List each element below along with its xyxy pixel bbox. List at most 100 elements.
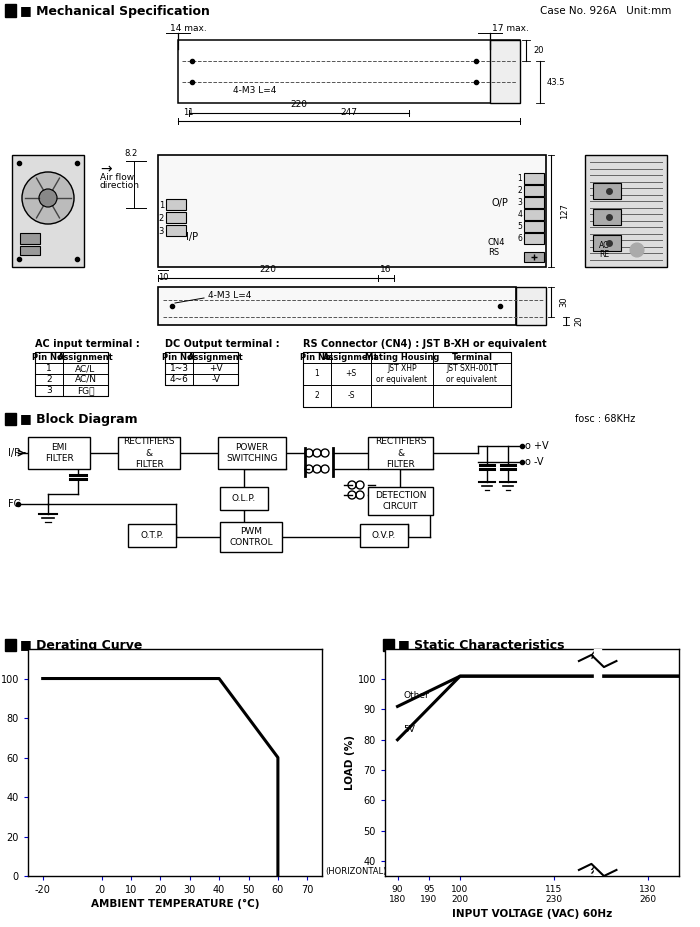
Bar: [303, 352, 331, 363]
Circle shape: [39, 189, 57, 207]
Bar: [383, 639, 394, 651]
Text: 2: 2: [159, 213, 164, 222]
Bar: [433, 385, 511, 407]
Text: »: »: [587, 648, 602, 658]
Bar: [524, 173, 544, 184]
Text: O.L.P.: O.L.P.: [232, 494, 256, 503]
Bar: [524, 185, 544, 196]
Bar: [35, 385, 63, 396]
Text: O.V.P.: O.V.P.: [372, 531, 396, 540]
Text: 43.5: 43.5: [547, 78, 566, 86]
Text: (HORIZONTAL): (HORIZONTAL): [325, 867, 386, 876]
Bar: [593, 183, 621, 199]
Bar: [165, 352, 238, 385]
Bar: [218, 437, 286, 469]
Text: 1: 1: [314, 370, 319, 378]
Bar: [220, 522, 282, 552]
Bar: [371, 352, 433, 363]
Text: 220: 220: [260, 265, 276, 274]
Text: Assignment: Assignment: [57, 353, 113, 362]
Bar: [360, 524, 408, 547]
Bar: [63, 363, 108, 374]
Text: ■ Static Characteristics: ■ Static Characteristics: [398, 639, 564, 652]
Text: 1: 1: [517, 174, 522, 183]
Bar: [63, 374, 108, 385]
Text: Air flow: Air flow: [100, 172, 134, 182]
Text: fosc : 68KHz: fosc : 68KHz: [575, 414, 636, 424]
Text: 5: 5: [517, 222, 522, 231]
Text: 2: 2: [517, 186, 522, 195]
Text: 3: 3: [46, 386, 52, 395]
Text: direction: direction: [100, 181, 140, 189]
Bar: [166, 212, 186, 223]
Bar: [63, 385, 108, 396]
Text: 220: 220: [290, 100, 307, 109]
Text: 4~6: 4~6: [169, 375, 188, 384]
Y-axis label: LOAD (%): LOAD (%): [345, 735, 355, 790]
Text: Pin No.: Pin No.: [300, 353, 334, 362]
Bar: [166, 225, 186, 236]
Bar: [165, 374, 193, 385]
Text: 3: 3: [159, 226, 164, 235]
Text: Terminal: Terminal: [452, 353, 493, 362]
Text: FG⏚: FG⏚: [77, 386, 94, 395]
X-axis label: AMBIENT TEMPERATURE (°C): AMBIENT TEMPERATURE (°C): [91, 899, 259, 909]
Text: O.T.P.: O.T.P.: [140, 531, 164, 540]
Text: ■ Derating Curve: ■ Derating Curve: [20, 639, 142, 652]
Text: POWER
SWITCHING: POWER SWITCHING: [226, 443, 278, 464]
Bar: [158, 155, 546, 267]
Text: Pin No.: Pin No.: [162, 353, 196, 362]
Text: JST SXH-001T
or equivalent: JST SXH-001T or equivalent: [446, 364, 498, 384]
Text: Pin No.: Pin No.: [32, 353, 66, 362]
Text: RS Connector (CN4) : JST B-XH or equivalent: RS Connector (CN4) : JST B-XH or equival…: [303, 339, 547, 349]
Text: 247: 247: [340, 108, 358, 117]
Text: 4: 4: [517, 210, 522, 219]
Bar: [368, 487, 433, 515]
Text: DC Output terminal :: DC Output terminal :: [165, 339, 279, 349]
Text: 6: 6: [517, 234, 522, 243]
Text: o -V: o -V: [525, 457, 543, 467]
Bar: [303, 363, 331, 385]
Text: 127: 127: [560, 203, 569, 219]
Bar: [371, 385, 433, 407]
Text: -V: -V: [211, 375, 220, 384]
Bar: [331, 385, 371, 407]
Text: 3: 3: [517, 198, 522, 207]
Text: →: →: [100, 162, 111, 176]
Bar: [166, 199, 186, 210]
Text: 1: 1: [159, 200, 164, 210]
Bar: [585, 155, 667, 267]
Bar: [35, 352, 108, 396]
Text: RECTIFIERS
&
FILTER: RECTIFIERS & FILTER: [374, 438, 426, 469]
Text: 17 max.: 17 max.: [492, 23, 529, 32]
Text: RE: RE: [599, 249, 609, 259]
Bar: [193, 352, 238, 363]
Bar: [433, 352, 511, 363]
Bar: [220, 487, 268, 510]
Text: 2: 2: [46, 375, 52, 384]
Text: 20: 20: [574, 316, 583, 326]
Text: AG: AG: [599, 240, 610, 249]
Text: 5V: 5V: [404, 725, 416, 733]
Bar: [524, 221, 544, 232]
Text: 1~3: 1~3: [169, 364, 188, 373]
Text: ■ Mechanical Specification: ■ Mechanical Specification: [20, 5, 210, 18]
Text: AC input terminal :: AC input terminal :: [35, 339, 140, 349]
Bar: [35, 363, 63, 374]
Text: Case No. 926A   Unit:mm: Case No. 926A Unit:mm: [540, 6, 671, 16]
Bar: [524, 197, 544, 208]
Text: -S: -S: [347, 391, 355, 400]
Bar: [303, 352, 511, 407]
Bar: [490, 40, 520, 103]
Bar: [433, 363, 511, 385]
Text: JST XHP
or equivalent: JST XHP or equivalent: [377, 364, 428, 384]
Bar: [165, 352, 193, 363]
Bar: [128, 524, 176, 547]
Text: CN4: CN4: [488, 237, 505, 247]
Bar: [303, 385, 331, 407]
Bar: [193, 374, 238, 385]
Bar: [593, 209, 621, 225]
Text: I/P: I/P: [186, 232, 198, 242]
Bar: [20, 246, 40, 255]
Text: Assignment: Assignment: [323, 353, 379, 362]
